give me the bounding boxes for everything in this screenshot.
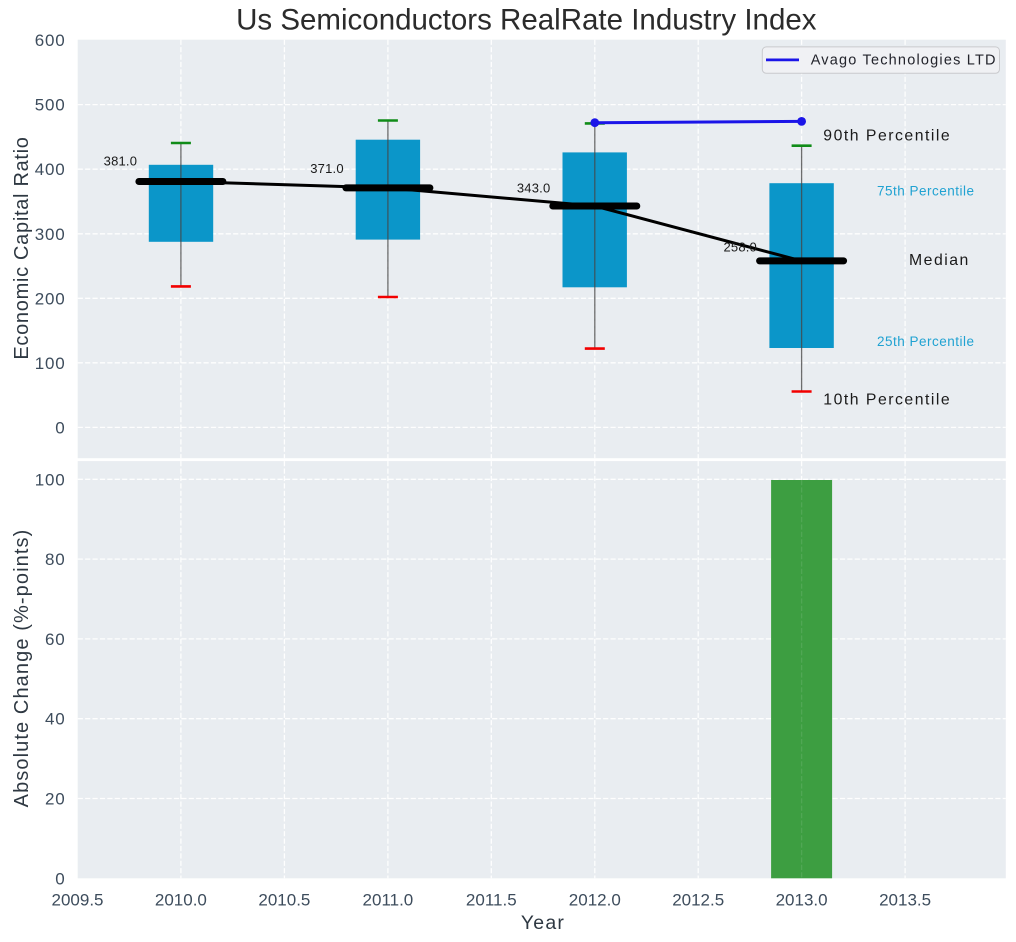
svg-text:Year: Year bbox=[521, 912, 565, 934]
svg-text:2011.5: 2011.5 bbox=[466, 891, 517, 910]
svg-text:90th Percentile: 90th Percentile bbox=[823, 128, 951, 145]
svg-text:600: 600 bbox=[35, 31, 66, 50]
svg-text:0: 0 bbox=[55, 869, 65, 888]
svg-text:10th Percentile: 10th Percentile bbox=[823, 391, 951, 408]
svg-text:60: 60 bbox=[45, 630, 66, 649]
svg-text:400: 400 bbox=[35, 160, 66, 179]
svg-text:343.0: 343.0 bbox=[517, 180, 551, 195]
svg-text:Median: Median bbox=[909, 252, 970, 269]
svg-text:2012.0: 2012.0 bbox=[569, 891, 621, 910]
svg-text:2013.5: 2013.5 bbox=[879, 891, 931, 910]
svg-text:2012.5: 2012.5 bbox=[672, 891, 724, 910]
svg-text:Absolute Change (%-points): Absolute Change (%-points) bbox=[11, 529, 33, 808]
svg-text:Us Semiconductors RealRate Ind: Us Semiconductors RealRate Industry Inde… bbox=[236, 3, 817, 36]
svg-text:80: 80 bbox=[45, 550, 66, 569]
svg-text:300: 300 bbox=[35, 225, 66, 244]
svg-text:371.0: 371.0 bbox=[310, 161, 344, 176]
svg-text:500: 500 bbox=[35, 96, 66, 115]
svg-text:200: 200 bbox=[35, 289, 66, 308]
svg-text:2011.0: 2011.0 bbox=[363, 891, 414, 910]
svg-text:Avago Technologies LTD: Avago Technologies LTD bbox=[811, 53, 997, 69]
svg-text:2010.0: 2010.0 bbox=[155, 891, 207, 910]
svg-text:100: 100 bbox=[35, 354, 66, 373]
svg-text:Economic Capital Ratio: Economic Capital Ratio bbox=[11, 136, 33, 359]
svg-text:2009.5: 2009.5 bbox=[52, 891, 104, 910]
svg-text:2013.0: 2013.0 bbox=[776, 891, 828, 910]
svg-text:25th Percentile: 25th Percentile bbox=[877, 334, 975, 349]
svg-text:381.0: 381.0 bbox=[104, 153, 138, 168]
svg-text:75th Percentile: 75th Percentile bbox=[877, 183, 975, 198]
svg-text:258.0: 258.0 bbox=[723, 239, 757, 254]
svg-text:40: 40 bbox=[45, 710, 66, 729]
svg-text:20: 20 bbox=[45, 790, 66, 809]
svg-text:100: 100 bbox=[35, 470, 66, 489]
svg-text:2010.5: 2010.5 bbox=[258, 891, 310, 910]
svg-text:0: 0 bbox=[55, 418, 65, 437]
